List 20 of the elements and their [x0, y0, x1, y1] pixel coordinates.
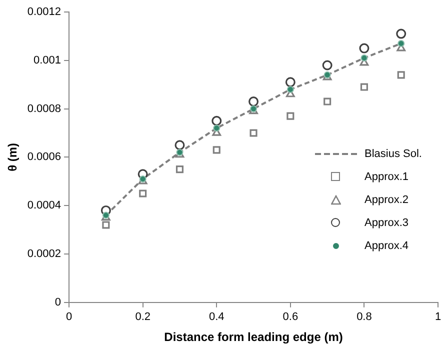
y-tick-label: 0.0012	[27, 6, 62, 18]
y-tick-label: 0.001	[34, 54, 62, 66]
x-tick-label: 0.8	[356, 311, 372, 324]
legend-label: Approx.4	[364, 240, 409, 252]
y-tick-label: 0.0008	[27, 102, 62, 115]
y-tick-label: 0.0006	[27, 151, 62, 164]
y-tick-label: 0.0004	[27, 200, 62, 212]
x-tick-label: 0.4	[208, 311, 224, 324]
legend-label: Approx.2	[364, 194, 409, 206]
legend-label: Approx.3	[364, 216, 409, 228]
y-tick-label: 0	[54, 296, 62, 308]
x-tick-label: 0.6	[282, 311, 298, 324]
y-tick-label: 0.0002	[27, 248, 62, 260]
y-axis-title: θ (m)	[6, 142, 20, 172]
legend-label: Approx.1	[364, 170, 409, 182]
legend-label: Blasius Sol.	[364, 148, 422, 160]
x-tick-label: 1	[434, 311, 442, 324]
x-tick-label: 0.2	[135, 311, 150, 324]
x-tick-label: 0	[66, 311, 72, 324]
x-axis-title: Distance form leading edge (m)	[164, 330, 343, 344]
